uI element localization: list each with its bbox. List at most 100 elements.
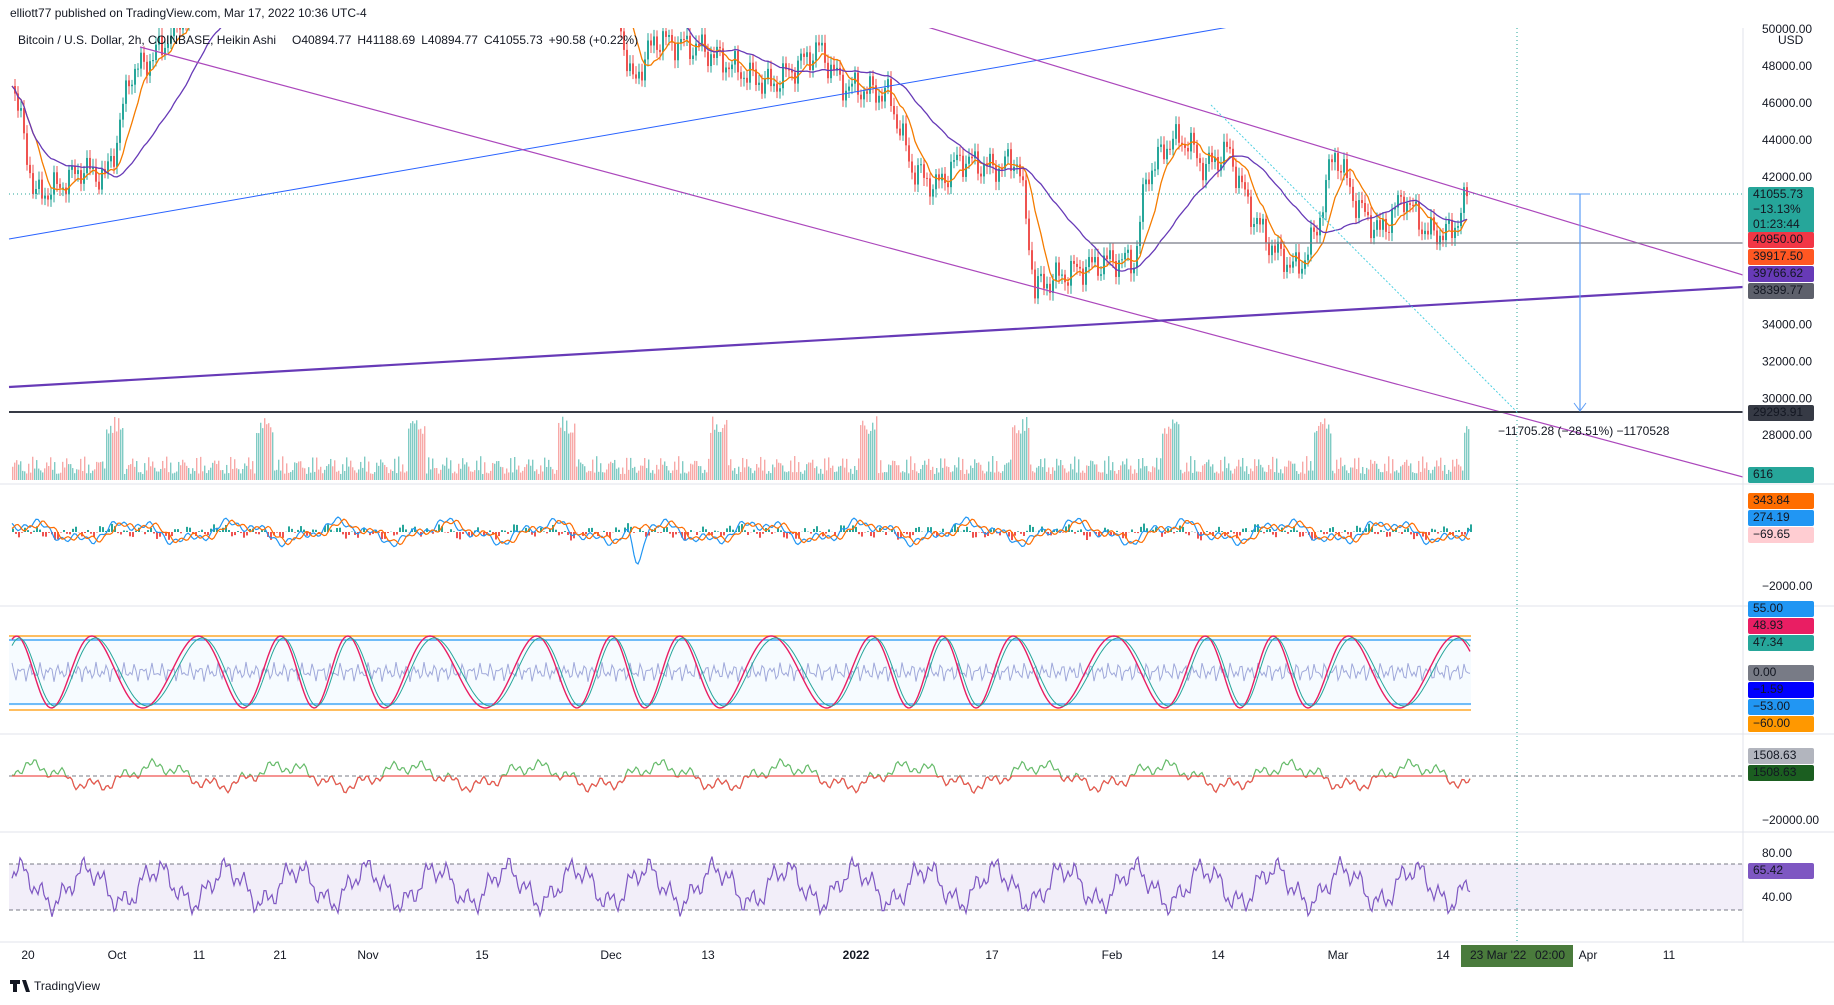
candle <box>1256 218 1258 225</box>
histogram <box>1422 532 1424 537</box>
volume-bar <box>398 456 400 480</box>
volume-bar <box>724 424 726 480</box>
histogram <box>531 532 533 535</box>
candle <box>197 0 199 4</box>
volume-bar <box>1216 471 1218 480</box>
volume-bar <box>1260 464 1262 480</box>
histogram <box>501 530 503 532</box>
candle <box>731 64 733 70</box>
volume-bar <box>610 461 612 480</box>
histogram <box>1173 532 1175 534</box>
candle <box>77 170 79 175</box>
histogram <box>348 532 350 535</box>
volume-bar <box>1298 473 1300 480</box>
candle <box>629 63 631 72</box>
candle <box>1319 217 1321 236</box>
volume-bar <box>1174 423 1176 480</box>
candle <box>26 133 28 165</box>
histogram <box>696 532 698 536</box>
volume-bar <box>1462 470 1464 480</box>
volume-bar <box>220 470 222 480</box>
volume-bar <box>938 472 940 480</box>
volume-bar <box>722 428 724 480</box>
volume-bar <box>920 469 922 480</box>
candle <box>86 157 88 174</box>
pane-badge <box>1748 510 1814 526</box>
volume-bar <box>1090 460 1092 480</box>
volume-bar <box>176 471 178 480</box>
volume-bar <box>266 424 268 480</box>
candle <box>947 183 949 188</box>
volume-bar <box>494 463 496 480</box>
volume-bar <box>1262 467 1264 480</box>
histogram <box>258 532 260 535</box>
volume-bar <box>936 467 938 480</box>
volume-bar <box>1380 472 1382 480</box>
candle <box>1208 152 1210 164</box>
volume-bar <box>204 465 206 480</box>
histogram <box>942 528 944 532</box>
candle <box>1166 148 1168 160</box>
histogram <box>999 532 1001 536</box>
volume-bar <box>1352 467 1354 480</box>
histogram <box>840 525 842 532</box>
volume-bar <box>490 470 492 480</box>
volume-bar <box>1000 472 1002 480</box>
histogram <box>1212 532 1214 536</box>
histogram <box>1152 529 1154 532</box>
histogram <box>663 527 665 532</box>
volume-bar <box>1450 471 1452 480</box>
histogram <box>846 530 848 532</box>
candle <box>761 82 763 94</box>
volume-bar <box>1336 459 1338 480</box>
candle <box>713 54 715 58</box>
volume-bar <box>542 471 544 480</box>
histogram <box>1233 532 1235 534</box>
histogram <box>402 524 404 532</box>
volume-bar <box>18 464 20 480</box>
histogram <box>1053 529 1055 532</box>
candle <box>995 165 997 182</box>
candle <box>788 69 790 71</box>
histogram <box>855 526 857 532</box>
candle <box>1442 235 1444 241</box>
volume-bar <box>426 473 428 480</box>
candle <box>776 83 778 92</box>
volume-bar <box>514 457 516 480</box>
volume-bar <box>468 466 470 480</box>
histogram <box>858 532 860 535</box>
histogram <box>1095 532 1097 534</box>
volume-bar <box>932 466 934 480</box>
volume-bar <box>320 466 322 480</box>
volume-bar <box>278 459 280 480</box>
volume-bar <box>652 470 654 480</box>
candle <box>143 52 145 62</box>
volume-bar <box>1102 472 1104 480</box>
candle <box>167 43 169 48</box>
volume-bar <box>1062 465 1064 480</box>
volume-bar <box>416 420 418 480</box>
time-label: 17 <box>985 948 999 962</box>
volume-bar <box>842 458 844 480</box>
volume-bar <box>562 416 564 480</box>
volume-bar <box>1214 472 1216 480</box>
histogram <box>1215 530 1217 532</box>
histogram <box>633 532 635 533</box>
histogram <box>882 531 884 532</box>
candle <box>785 63 787 70</box>
volume-bar <box>262 428 264 480</box>
volume-bar <box>1048 467 1050 480</box>
histogram <box>312 529 314 532</box>
volume-bar <box>760 456 762 480</box>
volume-bar <box>620 473 622 480</box>
volume-bar <box>776 459 778 480</box>
histogram <box>1320 530 1322 532</box>
histogram <box>393 532 395 536</box>
candle <box>98 181 100 190</box>
volume-bar <box>72 468 74 480</box>
volume-bar <box>1042 467 1044 480</box>
histogram <box>165 532 167 536</box>
histogram <box>975 532 977 538</box>
candle <box>1457 226 1459 228</box>
volume-bar <box>910 456 912 480</box>
